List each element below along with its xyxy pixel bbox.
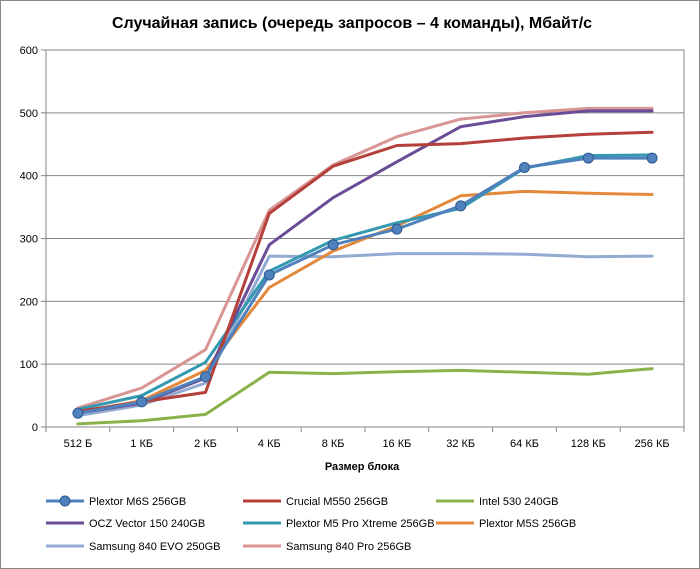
y-tick-label: 300	[20, 234, 38, 246]
series-line	[76, 367, 654, 426]
y-tick-label: 100	[20, 359, 38, 371]
data-point	[263, 269, 275, 281]
series-line	[76, 106, 654, 410]
legend: Plextor M6S 256GB Crucial M550 256GB Intel…	[46, 495, 576, 553]
x-axis-title: Размер блока	[325, 461, 400, 473]
y-tick-label: 600	[20, 45, 38, 57]
data-point	[72, 407, 84, 419]
y-tick-label: 0	[32, 422, 38, 434]
series-1	[76, 130, 654, 413]
legend-label: OCZ Vector 150 240GB	[89, 518, 205, 530]
legend-label: Plextor M6S 256GB	[89, 496, 186, 508]
data-point	[327, 239, 339, 251]
legend-item: Crucial M550 256GB	[243, 496, 388, 508]
data-point	[200, 371, 211, 383]
series-0	[72, 152, 658, 419]
series-2	[76, 367, 654, 426]
x-tick-label: 64 КБ	[510, 438, 539, 450]
x-tick-label: 32 КБ	[446, 438, 475, 450]
legend-label: Intel 530 240GB	[479, 496, 559, 508]
series-7	[76, 106, 654, 410]
data-point	[455, 200, 467, 212]
legend-label: Samsung 840 Pro 256GB	[286, 541, 411, 553]
legend-marker	[59, 495, 71, 507]
legend-item: Samsung 840 Pro 256GB	[243, 541, 411, 553]
y-tick-label: 500	[20, 108, 38, 120]
data-point	[136, 396, 148, 408]
x-tick-label: 16 КБ	[382, 438, 411, 450]
series-line	[76, 156, 654, 415]
legend-label: Plextor M5 Pro Xtreme 256GB	[286, 518, 435, 530]
legend-label: Samsung 840 EVO 250GB	[89, 541, 220, 553]
x-tick-label: 512 Б	[64, 438, 93, 450]
y-tick-labels: 0 100 200 300 400 500 600	[20, 45, 38, 434]
x-tick-label: 2 КБ	[194, 438, 217, 450]
y-tick-label: 400	[20, 171, 38, 183]
x-tick-label: 4 КБ	[258, 438, 281, 450]
legend-item: OCZ Vector 150 240GB	[46, 518, 205, 530]
data-point	[646, 152, 658, 164]
legend-label: Crucial M550 256GB	[286, 496, 388, 508]
legend-item: Plextor M5S 256GB	[436, 518, 576, 530]
x-tick-label: 256 КБ	[635, 438, 670, 450]
data-point	[582, 152, 594, 164]
legend-item: Plextor M5 Pro Xtreme 256GB	[243, 518, 435, 530]
series-5	[76, 189, 654, 414]
legend-item: Plextor M6S 256GB	[46, 495, 186, 508]
x-tick-label: 128 КБ	[571, 438, 606, 450]
series-6	[76, 252, 654, 418]
legend-label: Plextor M5S 256GB	[479, 518, 576, 530]
series-line	[76, 252, 654, 418]
axes	[41, 49, 685, 432]
series-lines	[72, 106, 658, 426]
y-tick-label: 200	[20, 296, 38, 308]
x-tick-label: 1 КБ	[130, 438, 153, 450]
series-line	[76, 189, 654, 414]
legend-item: Intel 530 240GB	[436, 496, 559, 508]
series-line	[76, 130, 654, 413]
data-point	[391, 223, 403, 235]
x-tick-label: 8 КБ	[322, 438, 345, 450]
legend-item: Samsung 840 EVO 250GB	[46, 541, 220, 553]
data-point	[519, 161, 530, 173]
chart-title: Случайная запись (очередь запросов – 4 к…	[112, 15, 592, 32]
x-tick-labels: 512 Б 1 КБ 2 КБ 4 КБ 8 КБ 16 КБ 32 КБ 64 КБ 128 …	[64, 438, 670, 450]
